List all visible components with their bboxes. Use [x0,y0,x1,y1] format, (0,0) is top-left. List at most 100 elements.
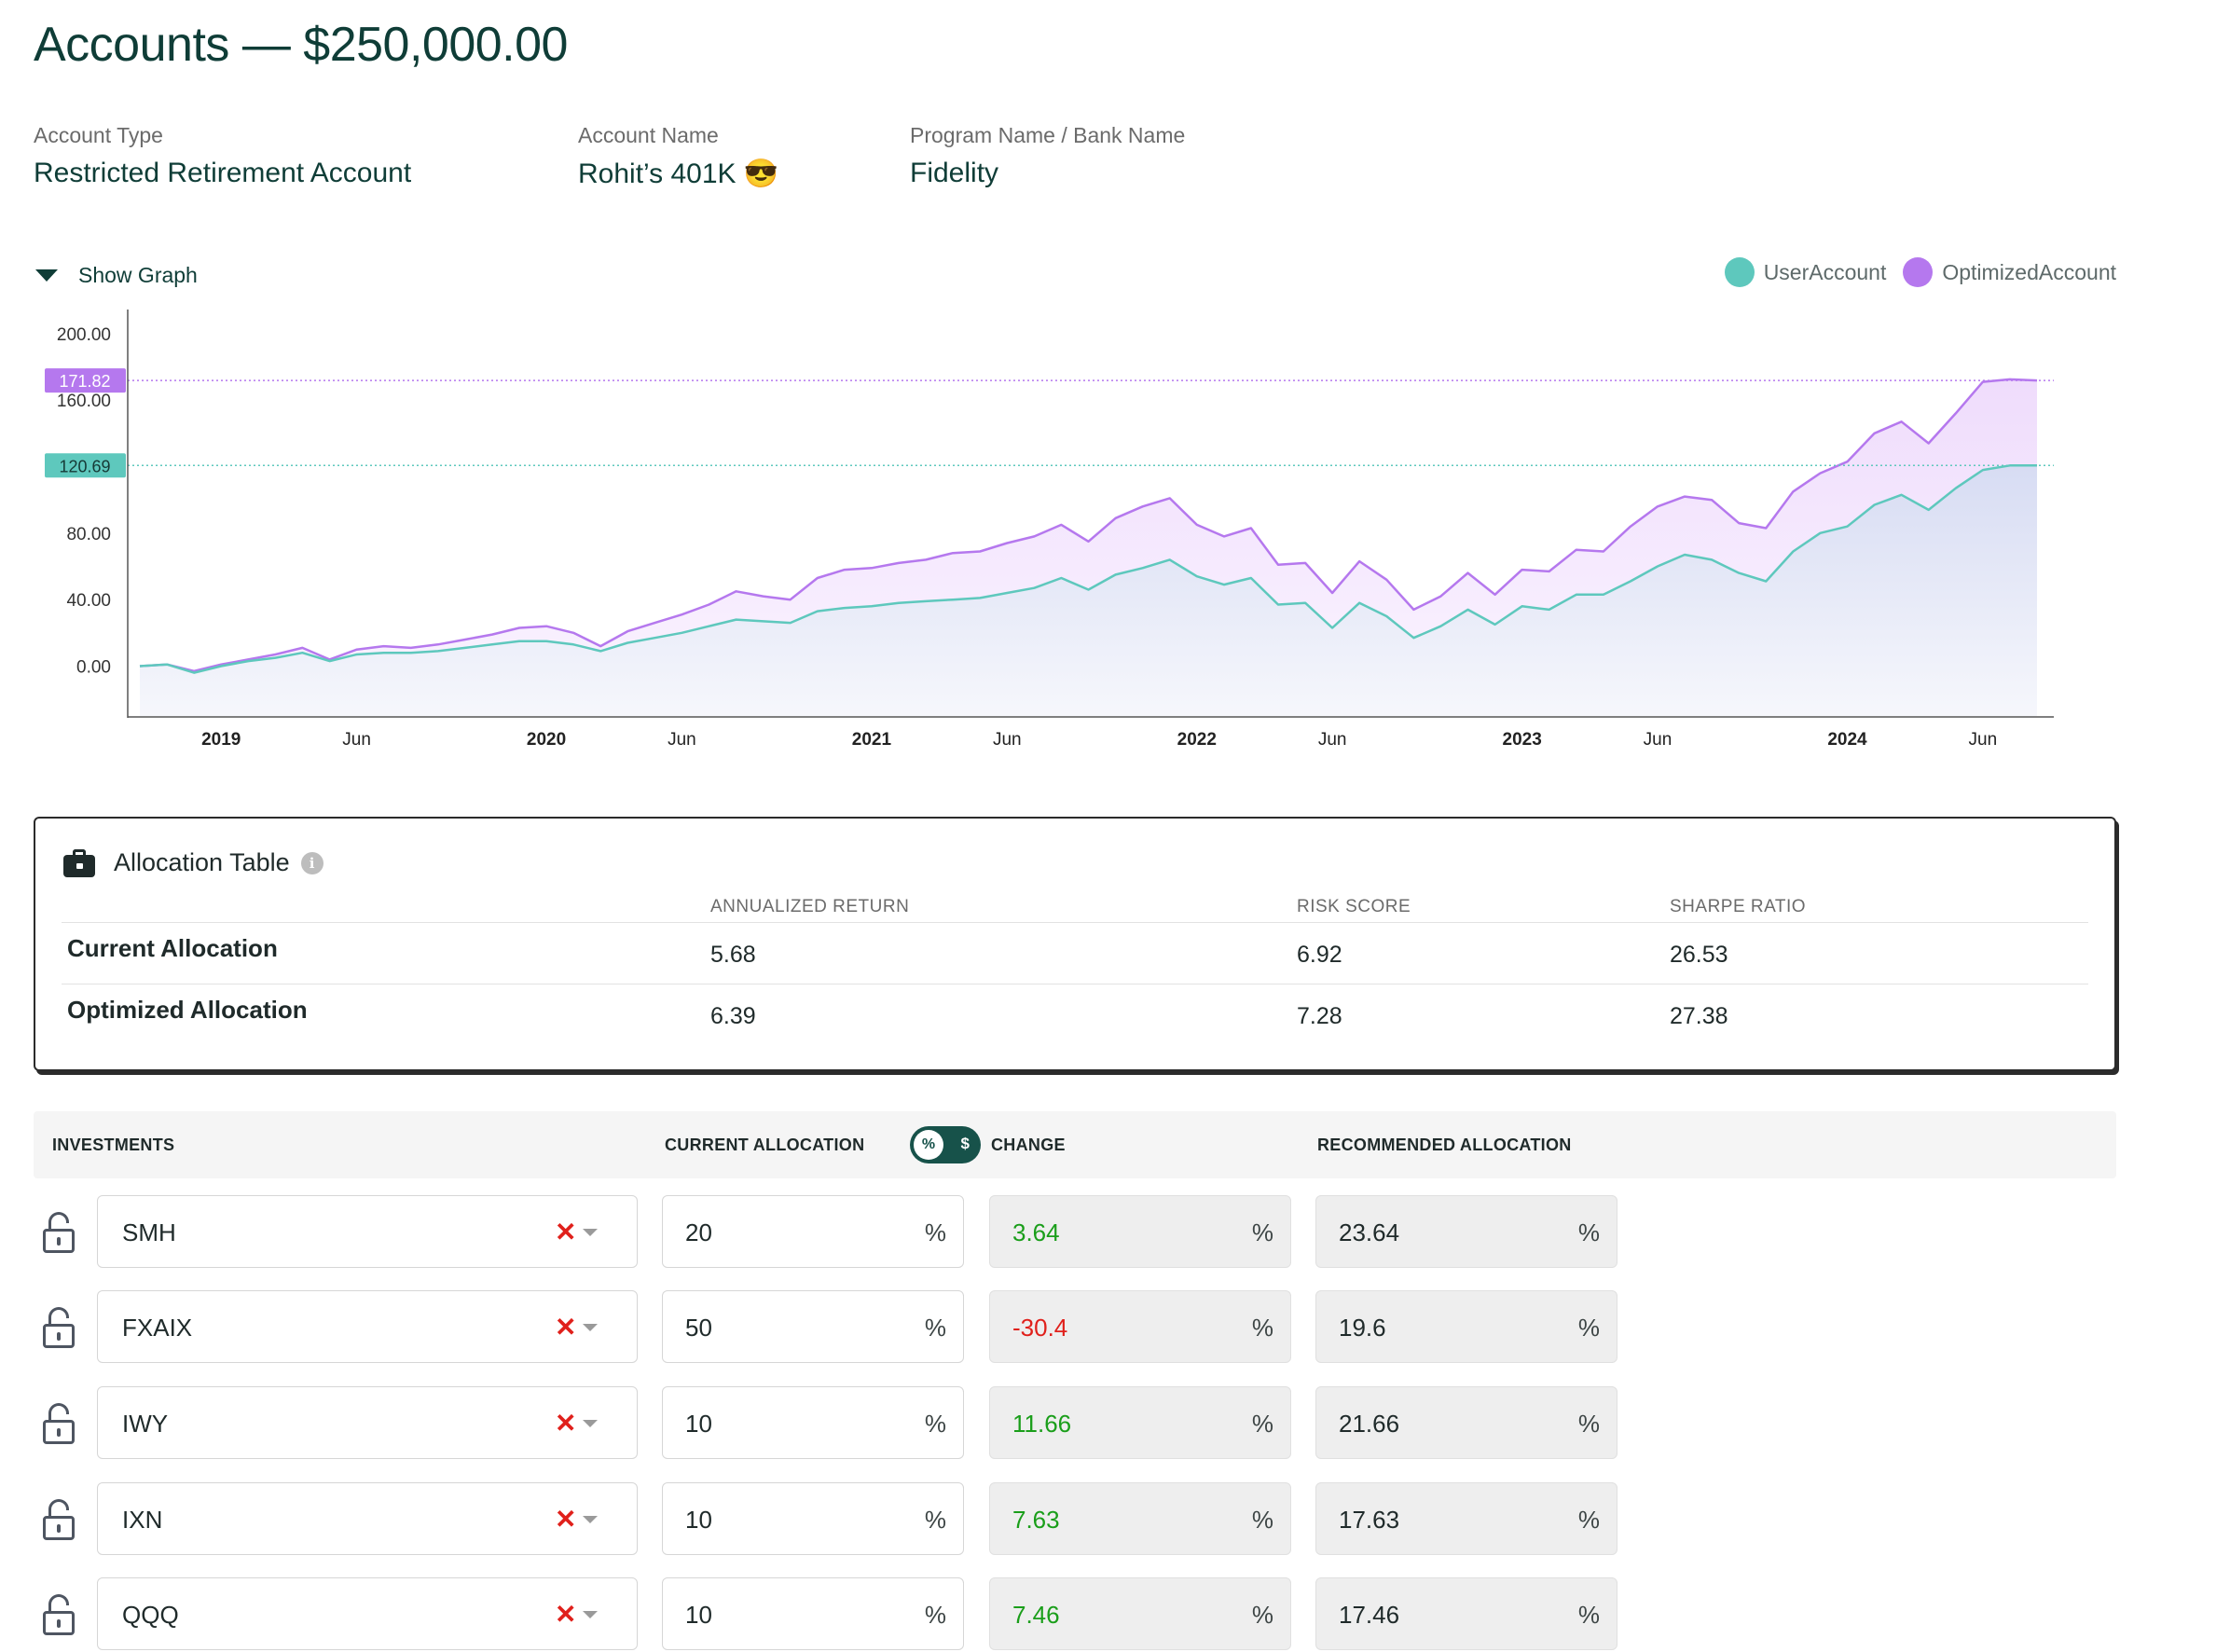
chevron-down-icon[interactable] [583,1324,598,1331]
change-field: 11.66 % [989,1386,1291,1459]
percent-suffix: % [924,1601,946,1629]
ticker-value: QQQ [122,1601,179,1629]
legend-item-optimized-account[interactable]: OptimizedAccount [1903,257,2116,287]
page-title-prefix: Accounts — [34,18,304,72]
x-tick-label: 2020 [527,730,566,750]
percent-suffix: % [924,1506,946,1534]
ticker-select[interactable]: FXAIX ✕ [97,1290,638,1363]
last-value-badge [45,453,126,478]
investment-row: FXAIX ✕ 50 % -30.4 % 19.6 % [34,1290,2116,1363]
recommended-allocation-field: 21.66 % [1315,1386,1617,1459]
ticker-value: IWY [122,1410,169,1438]
current-allocation-value: 10 [685,1410,712,1438]
change-value: 3.64 [1012,1218,1060,1246]
change-field: 3.64 % [989,1195,1291,1268]
percent-suffix: % [1251,1506,1273,1534]
recommended-allocation-value: 23.64 [1339,1218,1400,1246]
col-risk-score: RISK SCORE [1297,897,1411,916]
allocation-table-title: Allocation Table [114,848,290,876]
percent-dollar-toggle[interactable]: % $ [910,1126,981,1163]
unlock-icon[interactable] [41,1307,76,1348]
recommended-allocation-value: 21.66 [1339,1410,1400,1438]
program-name-label: Program Name / Bank Name [910,123,1186,147]
clear-icon[interactable]: ✕ [555,1218,577,1246]
clear-icon[interactable]: ✕ [555,1313,577,1342]
current-allocation-value: 50 [685,1314,712,1342]
unlock-icon[interactable] [41,1212,76,1253]
percent-suffix: % [1577,1601,1600,1629]
x-tick-label: 2022 [1177,730,1217,750]
table-row: Current Allocation 5.68 6.92 26.53 [62,923,2088,984]
program-name-value: Fidelity [910,158,999,188]
change-value: 7.63 [1012,1506,1060,1534]
y-tick-label: 160.00 [57,392,111,411]
clear-icon[interactable]: ✕ [555,1409,577,1438]
ticker-select[interactable]: SMH ✕ [97,1195,638,1268]
allocation-table-header: Allocation Table i [63,848,323,877]
account-type-label: Account Type [34,123,163,147]
performance-chart: 171.82 120.69 200.00 160.00 80.00 40.00 0.00 20… [0,298,2230,764]
ticker-value: FXAIX [122,1314,193,1342]
col-investments: INVESTMENTS [52,1136,175,1154]
recommended-allocation-field: 23.64 % [1315,1195,1617,1268]
percent-suffix: % [924,1410,946,1438]
last-value-label: 120.69 [59,457,110,475]
change-value: 7.46 [1012,1601,1060,1629]
clear-icon[interactable]: ✕ [555,1505,577,1534]
last-value-badge [45,368,126,393]
col-annualized-return: ANNUALIZED RETURN [710,897,910,916]
current-allocation-value: 20 [685,1218,712,1246]
change-field: -30.4 % [989,1290,1291,1363]
sharpe-ratio-value: 26.53 [1670,942,1728,968]
percent-suffix: % [1577,1218,1600,1246]
allocation-metrics-table: ANNUALIZED RETURN RISK SCORE SHARPE RATI… [62,893,2088,1046]
unlock-icon[interactable] [41,1594,76,1635]
chevron-down-icon[interactable] [583,1420,598,1427]
x-tick-label: 2023 [1503,730,1542,750]
recommended-allocation-value: 17.63 [1339,1506,1400,1534]
legend-dot-user-account [1724,257,1755,287]
ticker-select[interactable]: IXN ✕ [97,1482,638,1555]
current-allocation-input[interactable]: 10 % [662,1482,964,1555]
change-field: 7.46 % [989,1577,1291,1650]
chevron-down-icon[interactable] [583,1516,598,1523]
chevron-down-icon[interactable] [583,1229,598,1236]
percent-suffix: % [924,1218,946,1246]
recommended-allocation-value: 17.46 [1339,1601,1400,1629]
row-label: Optimized Allocation [67,996,308,1024]
recommended-allocation-field: 17.63 % [1315,1482,1617,1555]
legend-item-user-account[interactable]: UserAccount [1724,257,1886,287]
current-allocation-input[interactable]: 20 % [662,1195,964,1268]
ticker-select[interactable]: QQQ ✕ [97,1577,638,1650]
annualized-return-value: 6.39 [710,1003,756,1029]
legend-label-optimized-account: OptimizedAccount [1942,259,2116,284]
y-tick-label: 80.00 [66,525,111,544]
account-name-label: Account Name [578,123,719,147]
annualized-return-value: 5.68 [710,942,756,968]
account-name-value: Rohit’s 401K 😎 [578,158,779,189]
unlock-icon[interactable] [41,1403,76,1444]
recommended-allocation-field: 19.6 % [1315,1290,1617,1363]
recommended-allocation-field: 17.46 % [1315,1577,1617,1650]
x-tick-label: Jun [1969,730,1998,750]
ticker-select[interactable]: IWY ✕ [97,1386,638,1459]
percent-suffix: % [1577,1410,1600,1438]
show-graph-toggle[interactable]: Show Graph [34,263,198,288]
percent-suffix: % [1577,1314,1600,1342]
y-tick-label: 0.00 [76,658,111,678]
clear-icon[interactable]: ✕ [555,1600,577,1629]
current-allocation-input[interactable]: 10 % [662,1386,964,1459]
caret-down-icon [35,269,58,282]
col-change: CHANGE [991,1136,1066,1154]
info-icon[interactable]: i [300,851,323,874]
chevron-down-icon[interactable] [583,1611,598,1618]
current-allocation-input[interactable]: 50 % [662,1290,964,1363]
current-allocation-input[interactable]: 10 % [662,1577,964,1650]
dollar-icon: $ [960,1135,970,1152]
unlock-icon[interactable] [41,1499,76,1540]
risk-score-value: 7.28 [1297,1003,1342,1029]
allocation-metrics-header: ANNUALIZED RETURN RISK SCORE SHARPE RATI… [62,893,2088,923]
y-tick-label: 200.00 [57,325,111,345]
percent-suffix: % [1251,1218,1273,1246]
y-tick-label: 40.00 [66,591,111,611]
